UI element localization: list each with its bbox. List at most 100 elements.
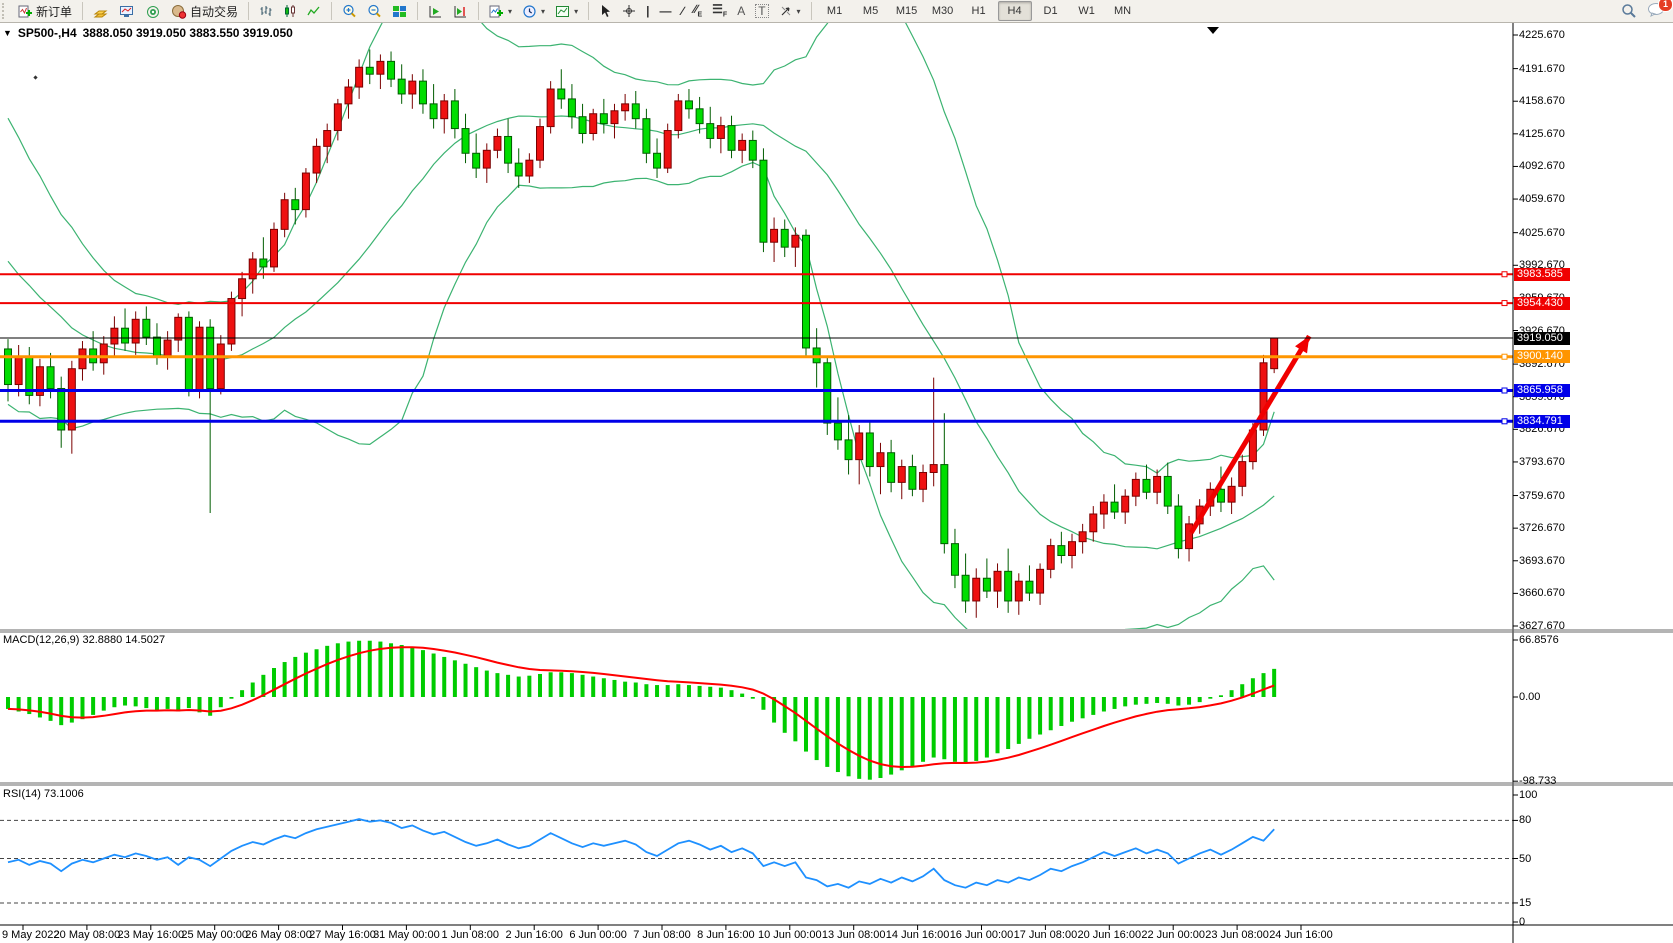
time-axis-label: 25 May 00:00: [181, 929, 249, 941]
cursor-tool-button[interactable]: [594, 0, 617, 22]
time-axis-label: 23 May 16:00: [117, 929, 185, 941]
time-axis-label: 23 Jun 08:00: [1205, 929, 1269, 941]
autotrading-label: 自动交易: [190, 4, 239, 19]
zoom-in-icon: [343, 4, 356, 17]
time-axis-label: 8 Jun 16:00: [697, 929, 755, 941]
tile-windows-button[interactable]: [387, 0, 412, 22]
chart-shift-button[interactable]: [448, 0, 473, 22]
zoom-in-button[interactable]: [337, 0, 362, 22]
vertical-line-tool-button[interactable]: |: [641, 0, 654, 22]
zoom-out-button[interactable]: [362, 0, 387, 22]
timeframe-button-M1[interactable]: M1: [826, 5, 843, 17]
collapse-caret-icon[interactable]: ▼: [3, 28, 12, 38]
templates-icon: [556, 5, 570, 17]
timeframe-button-MN[interactable]: MN: [1114, 5, 1132, 17]
vertical-line-icon: |: [646, 4, 650, 18]
new-order-button[interactable]: 新订单: [13, 0, 77, 22]
rsi-indicator-label: RSI(14) 73.1006: [3, 788, 84, 800]
main-toolbar: 新订单: [0, 0, 1673, 23]
rsi-tick-label: 50: [1519, 852, 1532, 865]
price-tick-label: 3693.670: [1519, 554, 1565, 567]
navigator-icon: [147, 5, 160, 18]
rsi-tick-label: 100: [1519, 789, 1538, 801]
fibonacci-icon: ☰F: [712, 2, 728, 19]
templates-button[interactable]: ▾: [550, 0, 583, 22]
timeframe-toolbar: M1 M5 M15 M30 H1 H4 D1 W1 MN: [815, 0, 1143, 22]
rsi-tick-label: 0: [1519, 916, 1526, 928]
timeframe-button-W1[interactable]: W1: [1078, 5, 1095, 17]
toolbar-separator: [588, 2, 590, 20]
macd-tick-label: 66.8576: [1519, 633, 1559, 646]
horizontal-line-icon: —: [659, 4, 672, 18]
current-price-axis-label: 3919.050: [1514, 331, 1570, 345]
crosshair-tool-button[interactable]: [617, 0, 641, 22]
candlestick-chart-button[interactable]: [278, 0, 302, 22]
time-axis-label: 27 May 16:00: [309, 929, 376, 941]
toolbar-separator: [248, 2, 250, 20]
macd-tick-label: 0.00: [1519, 691, 1541, 703]
text-label-tool-button[interactable]: T: [750, 0, 773, 22]
market-watch-button[interactable]: [88, 0, 114, 22]
timeframe-button-M15[interactable]: M15: [895, 5, 918, 17]
price-tick-label: 3627.670: [1519, 620, 1565, 632]
timeframe-button-H4[interactable]: H4: [997, 1, 1032, 21]
time-axis-label: 24 Jun 16:00: [1269, 929, 1333, 941]
notifications-button[interactable]: 1: [1647, 0, 1673, 20]
hline-price-axis-label: 3865.958: [1514, 384, 1570, 397]
hline-price-axis-label: 3900.140: [1514, 350, 1570, 364]
timeframe-button-M5[interactable]: M5: [862, 5, 879, 17]
macd-indicator-label: MACD(12,26,9) 32.8880 14.5027: [3, 634, 165, 646]
periods-button[interactable]: ▾: [517, 0, 550, 22]
time-axis-label: 20 May 08:00: [53, 929, 121, 941]
text-label-icon: T: [755, 4, 769, 18]
macd-tick-label: -98.733: [1519, 775, 1557, 788]
data-window-icon: [120, 5, 134, 17]
rsi-tick-label: 80: [1519, 814, 1532, 827]
price-tick-label: 3793.670: [1519, 455, 1565, 468]
line-chart-icon: [307, 6, 320, 16]
data-window-button[interactable]: [114, 0, 140, 22]
arrows-tool-button[interactable]: ▾: [774, 0, 806, 22]
toolbar-separator: [478, 2, 480, 20]
trendline-tool-button[interactable]: ∕: [676, 0, 688, 22]
dropdown-caret-icon: ▾: [541, 6, 546, 16]
timeframe-button-D1[interactable]: D1: [1043, 5, 1058, 17]
toolbar-drag-handle[interactable]: [2, 3, 9, 19]
zoom-out-icon: [368, 4, 381, 17]
equidistant-channel-tool-button[interactable]: ∕∕E: [688, 0, 707, 22]
time-axis-label: 1 Jun 08:00: [441, 929, 500, 941]
timeframe-button-M30[interactable]: M30: [931, 5, 954, 17]
indicators-button[interactable]: ▾: [484, 0, 517, 22]
fibonacci-tool-button[interactable]: ☰F: [707, 0, 732, 22]
hline-price-axis-label: 3954.430: [1514, 296, 1570, 310]
bar-chart-button[interactable]: [254, 0, 278, 22]
arrow-objects-icon: [781, 6, 790, 16]
navigator-button[interactable]: [140, 0, 166, 22]
time-axis-label: 17 Jun 08:00: [1013, 929, 1078, 941]
toolbar-separator: [331, 2, 333, 20]
autotrading-button[interactable]: 自动交易: [166, 0, 243, 22]
text-tool-button[interactable]: A: [732, 0, 750, 22]
line-chart-button[interactable]: [302, 0, 326, 22]
periods-clock-icon: [523, 4, 536, 18]
bar-chart-icon: [260, 6, 272, 16]
time-axis-label: 26 May 08:00: [245, 929, 312, 941]
horizontal-line-tool-button[interactable]: —: [654, 0, 676, 22]
crosshair-icon: [623, 5, 636, 17]
hline-price-axis-label: 3983.585: [1514, 267, 1570, 281]
price-tick-label: 4191.670: [1519, 62, 1565, 75]
auto-scroll-button[interactable]: [423, 0, 448, 22]
chart-symbol-title: SP500-,H4: [17, 26, 77, 40]
price-tick-label: 3726.670: [1519, 522, 1565, 535]
chart-ohlc-readout: 3888.050 3919.050 3883.550 3919.050: [82, 26, 293, 40]
new-order-label: 新订单: [36, 4, 73, 19]
dropdown-caret-icon: ▾: [796, 6, 801, 16]
price-tick-label: 3660.670: [1519, 587, 1565, 600]
time-axis-label: 7 Jun 08:00: [633, 929, 691, 941]
timeframe-button-H1[interactable]: H1: [971, 5, 986, 17]
time-axis-label: 10 Jun 00:00: [757, 929, 822, 941]
search-icon[interactable]: [1621, 3, 1637, 19]
